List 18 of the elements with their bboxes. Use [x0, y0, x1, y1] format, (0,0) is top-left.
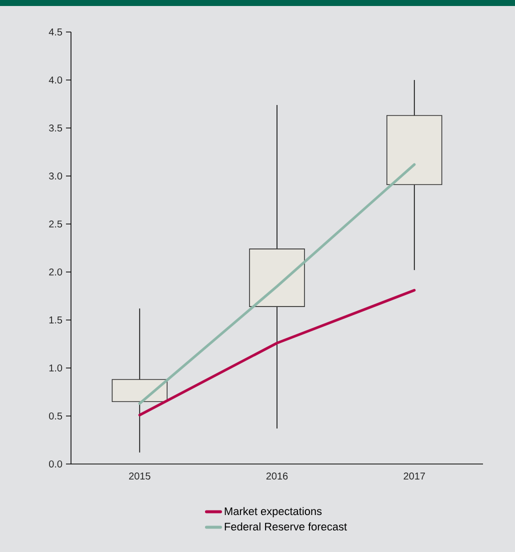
- y-tick-label: 2.0: [49, 268, 62, 276]
- candlestick: [386, 80, 442, 270]
- y-tick-label: 4.0: [48, 76, 62, 84]
- y-tick-label: 0.5: [49, 412, 62, 420]
- candlestick: [112, 308, 168, 453]
- y-tick-label: 3.0: [49, 172, 62, 180]
- y-tick-label: 3.5: [49, 124, 62, 132]
- legend-label: Federal Reserve forecast: [224, 522, 347, 531]
- y-tick-label: 1.5: [49, 316, 62, 324]
- legend-label: Market expectations: [224, 507, 322, 518]
- x-tick-label: 2017: [404, 472, 425, 480]
- x-tick-label: 2016: [266, 472, 288, 480]
- y-tick-label: 1.0: [49, 364, 62, 372]
- x-tick-label: 2015: [129, 472, 150, 480]
- y-tick-label: 4.5: [48, 28, 62, 36]
- candlestick: [249, 104, 305, 429]
- y-tick-label: 0.0: [49, 460, 62, 468]
- y-tick-label: 2.5: [49, 220, 62, 228]
